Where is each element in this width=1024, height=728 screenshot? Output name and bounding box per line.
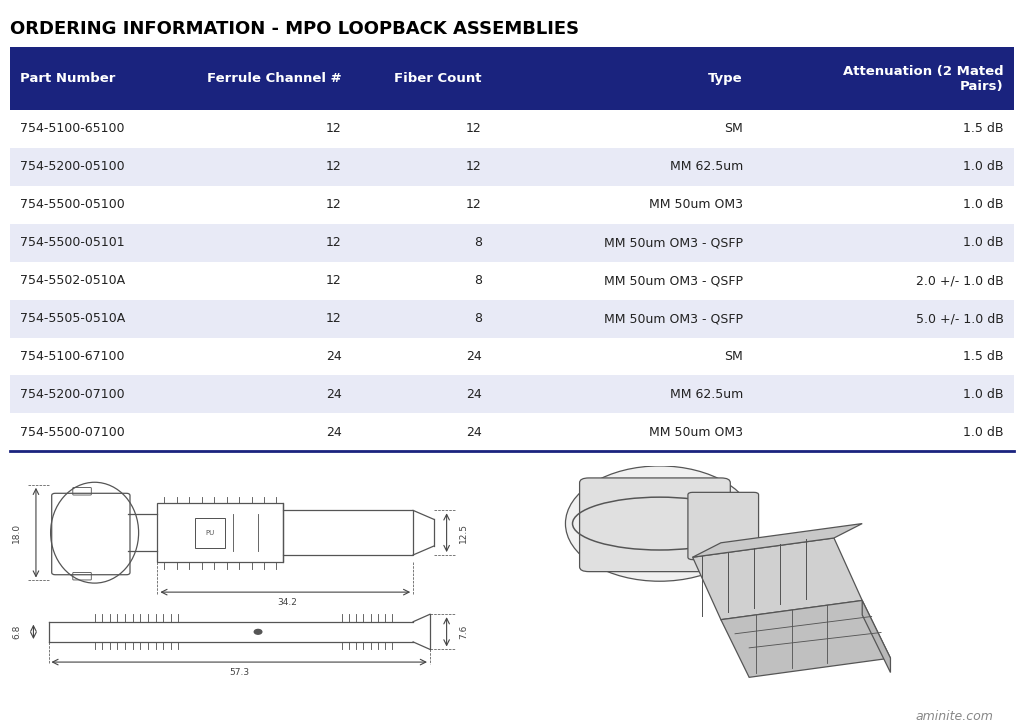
Polygon shape — [721, 601, 891, 677]
Text: 12: 12 — [326, 274, 341, 287]
Text: 754-5500-05100: 754-5500-05100 — [20, 198, 125, 211]
Text: Fiber Count: Fiber Count — [394, 72, 482, 85]
Text: 24: 24 — [326, 426, 341, 439]
Text: PU: PU — [206, 530, 215, 536]
Text: SM: SM — [724, 350, 742, 363]
Text: MM 62.5um: MM 62.5um — [670, 160, 742, 173]
Bar — [10, 338, 1014, 376]
Text: 5.0 +/- 1.0 dB: 5.0 +/- 1.0 dB — [915, 312, 1004, 325]
Text: MM 50um OM3 - QSFP: MM 50um OM3 - QSFP — [604, 312, 742, 325]
Text: 24: 24 — [466, 388, 482, 401]
Text: 754-5200-05100: 754-5200-05100 — [20, 160, 125, 173]
Text: 1.5 dB: 1.5 dB — [964, 122, 1004, 135]
Bar — [10, 300, 1014, 338]
Text: 12: 12 — [326, 160, 341, 173]
Text: 8: 8 — [474, 236, 482, 249]
Text: 24: 24 — [326, 350, 341, 363]
Bar — [196, 518, 224, 547]
Text: 12: 12 — [466, 122, 482, 135]
Text: 34.2: 34.2 — [278, 598, 297, 607]
Circle shape — [254, 630, 262, 634]
Text: 1.0 dB: 1.0 dB — [964, 236, 1004, 249]
Text: 754-5505-0510A: 754-5505-0510A — [20, 312, 126, 325]
Text: 12: 12 — [326, 198, 341, 211]
Bar — [10, 148, 1014, 186]
Bar — [10, 261, 1014, 300]
Bar — [10, 414, 1014, 451]
Text: 12: 12 — [326, 236, 341, 249]
Text: Ferrule Channel #: Ferrule Channel # — [207, 72, 341, 85]
Text: 24: 24 — [326, 388, 341, 401]
Text: 754-5200-07100: 754-5200-07100 — [20, 388, 125, 401]
Polygon shape — [692, 538, 862, 620]
Text: aminite.com: aminite.com — [915, 710, 993, 723]
Text: 754-5500-05101: 754-5500-05101 — [20, 236, 125, 249]
Text: 8: 8 — [474, 274, 482, 287]
Bar — [284, 510, 413, 555]
Polygon shape — [692, 523, 862, 557]
Bar — [10, 47, 1014, 110]
Text: 12: 12 — [466, 198, 482, 211]
Text: Attenuation (2 Mated
Pairs): Attenuation (2 Mated Pairs) — [843, 65, 1004, 92]
Bar — [10, 223, 1014, 261]
Text: MM 50um OM3: MM 50um OM3 — [649, 198, 742, 211]
Bar — [158, 504, 284, 562]
FancyBboxPatch shape — [580, 478, 730, 571]
Text: 1.5 dB: 1.5 dB — [964, 350, 1004, 363]
FancyBboxPatch shape — [688, 492, 759, 560]
Text: 12.5: 12.5 — [459, 523, 468, 542]
Text: 12: 12 — [326, 312, 341, 325]
Text: 1.0 dB: 1.0 dB — [964, 198, 1004, 211]
Text: 1.0 dB: 1.0 dB — [964, 426, 1004, 439]
Text: MM 50um OM3: MM 50um OM3 — [649, 426, 742, 439]
Text: 754-5100-65100: 754-5100-65100 — [20, 122, 125, 135]
Polygon shape — [862, 601, 891, 673]
Text: 7.6: 7.6 — [459, 625, 468, 639]
Text: SM: SM — [724, 122, 742, 135]
Text: Part Number: Part Number — [20, 72, 116, 85]
Text: 12: 12 — [326, 122, 341, 135]
Text: 8: 8 — [474, 312, 482, 325]
Text: ORDERING INFORMATION - MPO LOOPBACK ASSEMBLIES: ORDERING INFORMATION - MPO LOOPBACK ASSE… — [10, 20, 580, 39]
Text: 24: 24 — [466, 350, 482, 363]
Text: MM 50um OM3 - QSFP: MM 50um OM3 - QSFP — [604, 274, 742, 287]
Bar — [10, 186, 1014, 223]
Text: 6.8: 6.8 — [12, 625, 22, 639]
Text: MM 50um OM3 - QSFP: MM 50um OM3 - QSFP — [604, 236, 742, 249]
Text: 754-5502-0510A: 754-5502-0510A — [20, 274, 125, 287]
Text: 754-5500-07100: 754-5500-07100 — [20, 426, 125, 439]
Text: MM 62.5um: MM 62.5um — [670, 388, 742, 401]
Bar — [10, 376, 1014, 414]
Text: 2.0 +/- 1.0 dB: 2.0 +/- 1.0 dB — [916, 274, 1004, 287]
Text: 24: 24 — [466, 426, 482, 439]
Bar — [10, 110, 1014, 148]
Text: 57.3: 57.3 — [229, 668, 250, 678]
Text: Type: Type — [709, 72, 742, 85]
Text: 18.0: 18.0 — [12, 523, 22, 543]
Text: 12: 12 — [466, 160, 482, 173]
Ellipse shape — [565, 466, 754, 581]
Text: 754-5100-67100: 754-5100-67100 — [20, 350, 125, 363]
Text: 1.0 dB: 1.0 dB — [964, 160, 1004, 173]
Text: 1.0 dB: 1.0 dB — [964, 388, 1004, 401]
